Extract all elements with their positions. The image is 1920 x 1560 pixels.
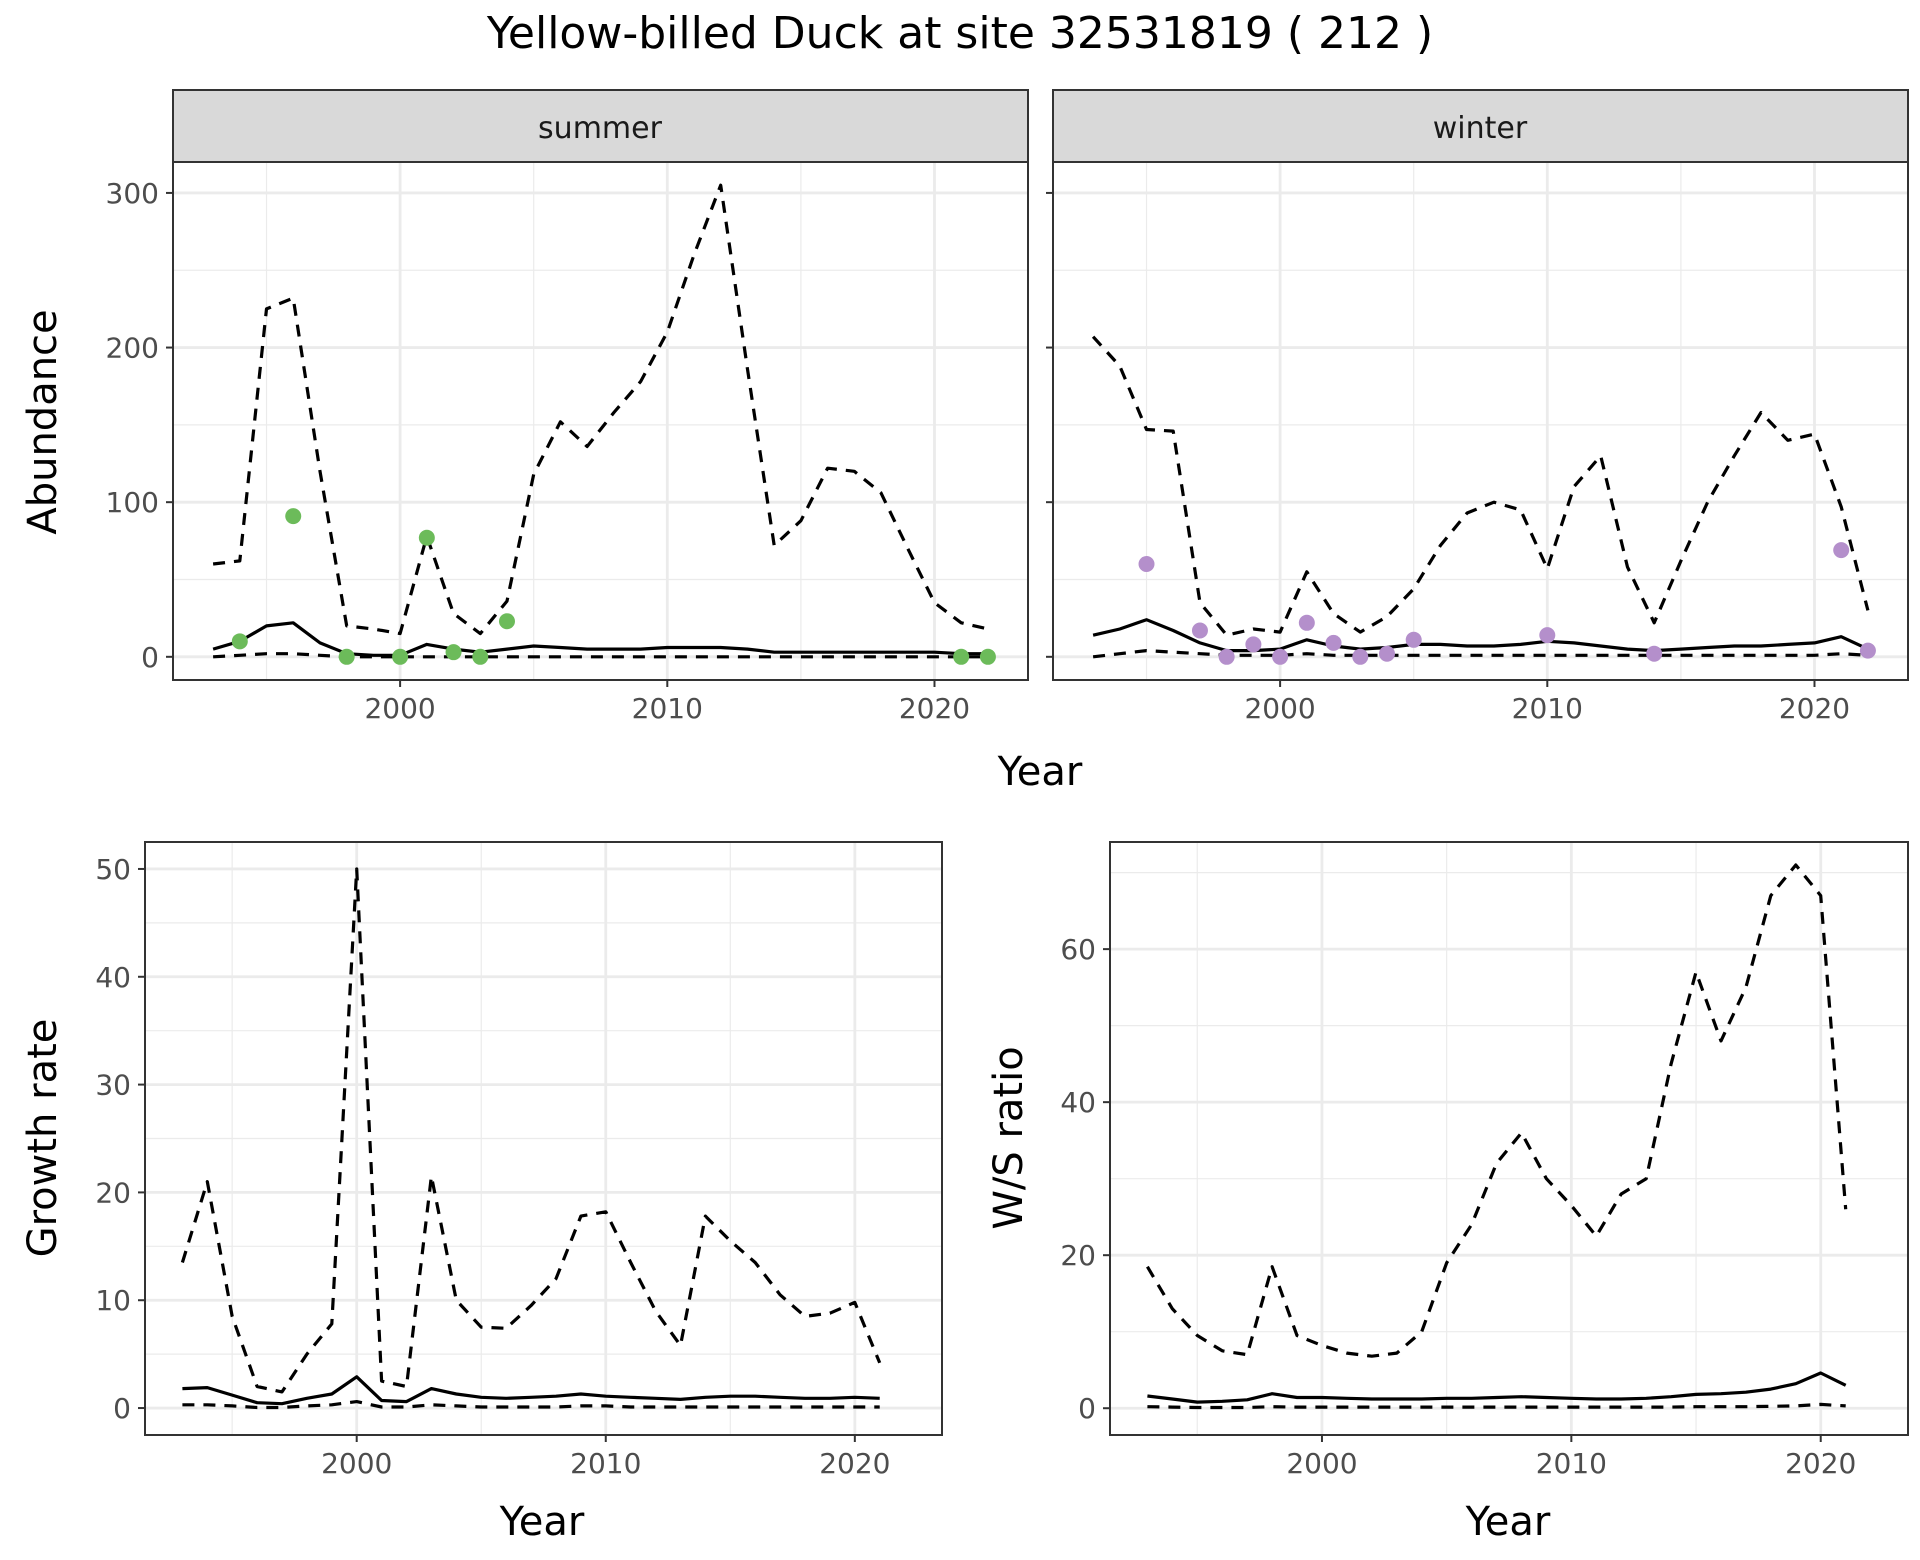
growth-y-axis-title: Growth rate [20,1019,66,1258]
panel-4-y-tick-label: 60 [1060,933,1096,966]
panel-1-observed-point [445,644,462,661]
panel-3-y-tick-label: 40 [95,961,131,994]
panel-1-observed-point [392,648,409,665]
panel-4-series-mean-line [1147,1371,1847,1404]
panel-3-x-tick-label: 2000 [321,1447,392,1480]
ws-y-axis-title: W/S ratio [986,1046,1032,1229]
panel-2-series-mean-line [1092,618,1869,653]
panel-2-x-tick-label: 2020 [1779,692,1850,725]
abundance-y-axis-title: Abundance [20,309,66,534]
panel-2-observed-point [1272,648,1289,665]
panel-2-x-tick-label: 2010 [1512,692,1583,725]
panel-4-series-lower-ci-line [1147,1402,1846,1410]
panel-1-y-tick-label: 200 [106,332,159,365]
panel-2-observed-point [1298,614,1315,631]
panel-2-observed-point [1859,642,1876,659]
panel-3-y-tick-label: 20 [95,1176,131,1209]
ws-x-axis-title: Year [1465,1499,1551,1545]
panel-4-y-tick-label: 40 [1060,1086,1096,1119]
panel-4-y-tick-label: 0 [1078,1392,1096,1425]
panel-1-border [172,161,1029,681]
chart-title: Yellow-billed Duck at site 32531819 ( 21… [486,8,1433,59]
panel-4-x-tick-label: 2000 [1286,1447,1357,1480]
panel-2-observed-point [1405,631,1422,648]
panel-1-series-lower-ci-line [213,652,988,659]
panel-2-observed-point [1245,636,1262,653]
panel-3-series-mean-line [182,1375,880,1406]
panel-4-y-tick-label: 20 [1060,1239,1096,1272]
panel-2-x-tick-label: 2000 [1244,692,1315,725]
panel-2-observed-point [1191,622,1208,639]
panel-2-observed-point [1325,634,1342,651]
panel-2-strip [1052,89,1909,163]
panel-2-observed-point [1646,645,1663,662]
top-x-axis-title: Year [997,749,1083,795]
panel-3-y-tick-label: 0 [113,1392,131,1425]
panel-1-y-tick-label: 100 [106,486,159,519]
panel-3-series-upper-ci-line [180,867,882,1394]
panel-1-x-tick-label: 2010 [632,692,703,725]
panel-2-observed-point [1352,648,1369,665]
panel-3-y-tick-label: 30 [95,1069,131,1102]
panel-3-series-lower-ci-line [182,1400,880,1410]
panel-1-observed-point [231,633,248,650]
growth-x-axis-title: Year [499,1499,585,1545]
panel-1-x-tick-label: 2000 [364,692,435,725]
panel-3-x-tick-label: 2010 [570,1447,641,1480]
panel-2-observed-point [1218,648,1235,665]
facet-strip-winter-label: winter [1433,111,1528,146]
panel-1-observed-point [979,648,996,665]
panel-1-observed-point [338,648,355,665]
panel-1-series-upper-ci-line [212,183,989,636]
panel-1-observed-point [498,613,515,630]
panel-3-border [144,841,943,1436]
panel-2-observed-point [1378,645,1395,662]
panel-2-border [1052,161,1909,681]
panel-1-observed-point [472,648,489,665]
panel-1-observed-point [418,529,435,546]
panel-3-y-tick-label: 50 [95,853,131,886]
panel-1-series-mean-line [212,621,988,657]
panel-2-series-upper-ci-line [1091,335,1870,637]
panel-3-x-tick-label: 2020 [819,1447,890,1480]
panel-3-y-tick-label: 10 [95,1284,131,1317]
panel-2-observed-point [1539,627,1556,644]
panel-2-observed-point [1138,556,1155,573]
panel-1-observed-point [285,508,302,525]
panel-1-y-tick-label: 300 [106,177,159,210]
panel-1-y-tick-label: 0 [141,641,159,674]
panel-4-x-tick-label: 2020 [1785,1447,1856,1480]
panel-1-x-tick-label: 2020 [899,692,970,725]
panel-1-strip [172,89,1029,163]
panel-1-observed-point [953,648,970,665]
panel-4-x-tick-label: 2010 [1536,1447,1607,1480]
panel-4-series-upper-ci-line [1146,863,1848,1358]
facet-strip-summer-label: summer [538,111,663,146]
panel-4-border [1109,841,1909,1436]
panel-2-observed-point [1833,542,1850,559]
